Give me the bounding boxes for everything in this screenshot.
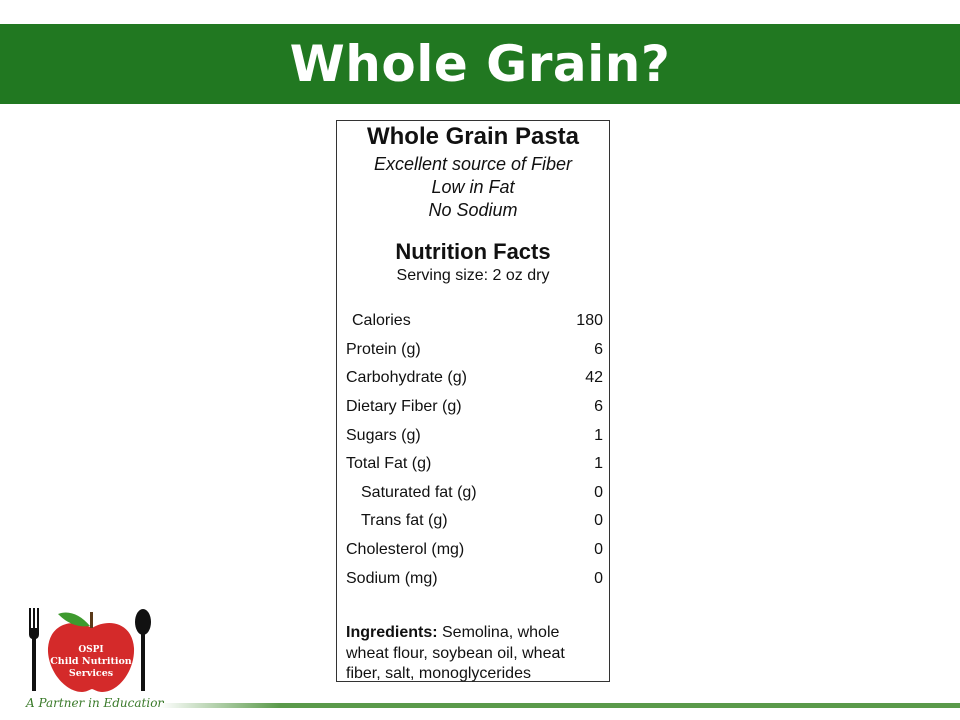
ospi-logo: OSPI Child Nutrition Services — [29, 608, 151, 692]
nutrient-value: 1 — [594, 455, 603, 473]
nutrient-name: Calories — [352, 312, 411, 330]
nutrient-value: 0 — [594, 541, 603, 559]
nutrient-row: Total Fat (g) 1 — [346, 450, 603, 479]
nutrient-name: Sugars (g) — [346, 426, 421, 444]
spoon-icon — [135, 609, 151, 691]
claim-no-sodium: No Sodium — [428, 200, 518, 220]
nutrient-name: Saturated fat (g) — [361, 483, 477, 501]
logo-line2: Child Nutrition — [50, 656, 132, 667]
footer-divider — [160, 703, 960, 708]
logo-line3: Services — [69, 668, 113, 679]
nutrient-name: Trans fat (g) — [361, 512, 448, 530]
nutrient-row: Cholesterol (mg) 0 — [346, 536, 603, 565]
nutrient-value: 6 — [594, 398, 603, 416]
claim-fiber: Excellent source of Fiber — [373, 154, 573, 174]
ingredients-text: Semolina, whole wheat flour, soybean oil… — [346, 624, 565, 682]
nutrient-value: 1 — [594, 426, 603, 444]
nutrient-value: 0 — [594, 483, 603, 501]
title-bar: Whole Grain? — [0, 24, 960, 104]
nutrition-facts-title: Nutrition Facts — [395, 239, 551, 264]
apple-stem — [90, 612, 93, 628]
logo-tagline: A Partner in Education — [26, 696, 166, 710]
nutrient-row: Sugars (g) 1 — [346, 421, 603, 450]
nutrient-name: Cholesterol (mg) — [346, 541, 465, 559]
nutrient-name: Protein (g) — [346, 340, 421, 358]
nutrient-name: Sodium (mg) — [346, 569, 438, 587]
nutrient-value: 6 — [594, 340, 603, 358]
product-claims: Excellent source of Fiber Low in Fat No … — [337, 153, 609, 222]
nutrient-row: Saturated fat (g) 0 — [346, 479, 603, 508]
nutrient-row: Sodium (mg) 0 — [346, 564, 603, 593]
nutrient-name: Total Fat (g) — [346, 455, 432, 473]
nutrient-value: 0 — [594, 512, 603, 530]
apple-icon — [47, 622, 135, 692]
product-name: Whole Grain Pasta — [366, 123, 580, 150]
nutrient-value: 180 — [576, 312, 603, 330]
nutrient-row: Calories 180 — [346, 307, 603, 336]
nutrition-label: Whole Grain Pasta Excellent source of Fi… — [336, 120, 610, 682]
nutrient-row: Dietary Fiber (g) 6 — [346, 393, 603, 422]
nutrient-value: 42 — [585, 369, 603, 387]
nutrient-row: Carbohydrate (g) 42 — [346, 364, 603, 393]
nutrient-row: Protein (g) 6 — [346, 336, 603, 365]
nutrient-value: 0 — [594, 569, 603, 587]
claim-low-fat: Low in Fat — [431, 177, 515, 197]
ingredients: Ingredients: Semolina, whole wheat flour… — [346, 623, 601, 685]
leaf-icon — [58, 612, 90, 627]
nutrient-name: Carbohydrate (g) — [346, 369, 467, 387]
ingredients-label: Ingredients: — [346, 624, 438, 641]
logo-line1: OSPI — [78, 645, 103, 655]
fork-icon — [29, 608, 39, 691]
nutrient-row: Trans fat (g) 0 — [346, 507, 603, 536]
nutrient-name: Dietary Fiber (g) — [346, 398, 462, 416]
serving-size: Serving size: 2 oz dry — [396, 267, 550, 284]
nutrient-rows: Calories 180 Protein (g) 6 Carbohydrate (g… — [346, 307, 603, 593]
slide-title: Whole Grain? — [289, 35, 671, 93]
